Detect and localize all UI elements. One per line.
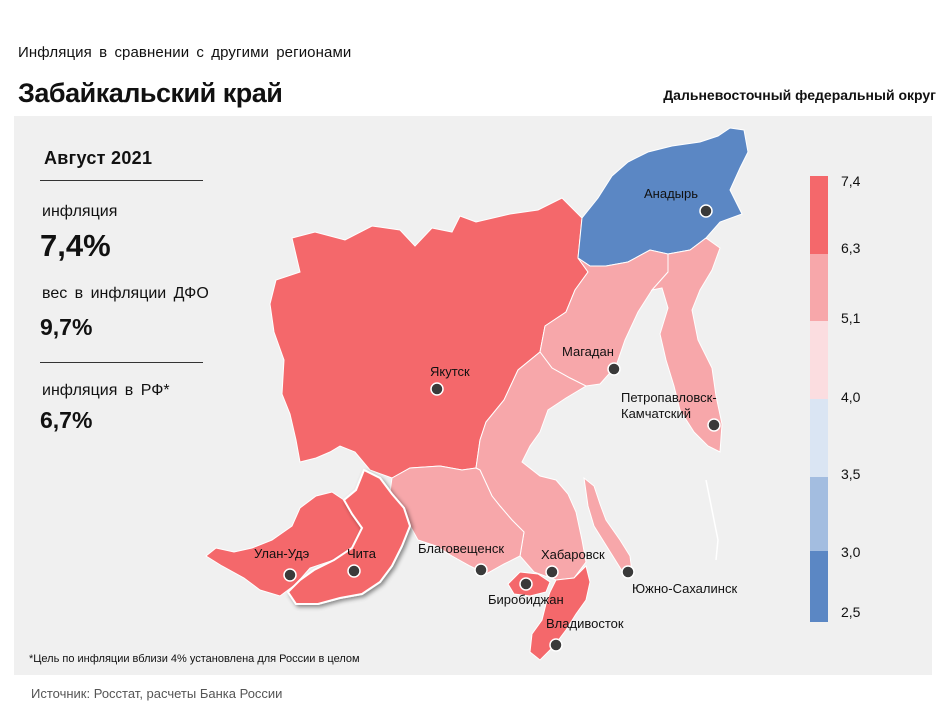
source-note: Источник: Росстат, расчеты Банка России xyxy=(31,686,283,701)
city-dot-vladivostok xyxy=(549,638,563,652)
legend-swatch xyxy=(810,477,828,551)
legend-label: 3,5 xyxy=(841,466,861,482)
legend-swatch xyxy=(810,551,828,622)
city-dot-magadan xyxy=(607,362,621,376)
legend-swatch xyxy=(810,176,828,254)
city-label-blagoveshchensk: Благовещенск xyxy=(418,541,504,556)
city-dot-khabarovsk xyxy=(545,565,559,579)
district-name: Дальневосточный федеральный округ xyxy=(663,87,936,103)
legend-label: 4,0 xyxy=(841,389,861,405)
legend-label: 7,4 xyxy=(841,173,861,189)
city-dot-ulan-ude xyxy=(283,568,297,582)
city-dot-blagoveshchensk xyxy=(474,563,488,577)
divider xyxy=(40,362,203,363)
city-label-vladivostok: Владивосток xyxy=(546,616,624,631)
weight-label: вес в инфляции ДФО xyxy=(42,285,209,302)
city-label-yakutsk: Якутск xyxy=(430,364,470,379)
city-dot-birobidzhan xyxy=(519,577,533,591)
city-label-magadan: Магадан xyxy=(562,344,614,359)
divider xyxy=(40,180,203,181)
legend-label: 6,3 xyxy=(841,240,861,256)
footnote: *Цель по инфляции вблизи 4% установлена … xyxy=(29,653,360,665)
city-label-birobidzhan: Биробиджан xyxy=(488,592,564,607)
city-label-khabarovsk: Хабаровск xyxy=(541,547,605,562)
rf-inflation-value: 6,7% xyxy=(40,407,93,433)
city-label-petropavlovsk-1: Петропавловск- xyxy=(621,390,717,405)
city-dot-petropavlovsk xyxy=(707,418,721,432)
region-khabarovsk[interactable] xyxy=(475,351,588,581)
page-title: Забайкальский край xyxy=(18,78,283,108)
legend-label: 5,1 xyxy=(841,310,861,326)
city-label-anadyr: Анадырь xyxy=(644,186,698,201)
legend-swatch xyxy=(810,254,828,321)
weight-value: 9,7% xyxy=(40,314,93,340)
city-dot-yakutsk xyxy=(430,382,444,396)
period-label: Август 2021 xyxy=(44,148,153,168)
rf-inflation-label: инфляция в РФ* xyxy=(42,382,170,399)
city-label-petropavlovsk-2: Камчатский xyxy=(621,406,691,421)
legend-label: 2,5 xyxy=(841,604,861,620)
city-label-chita: Чита xyxy=(347,546,377,561)
city-dot-yuzhno xyxy=(621,565,635,579)
page-subtitle: Инфляция в сравнении с другими регионами xyxy=(18,44,352,61)
city-label-ulan-ude: Улан-Удэ xyxy=(254,546,310,561)
region-kamchatka[interactable] xyxy=(650,237,723,453)
legend-swatch xyxy=(810,399,828,477)
region-yakutia[interactable] xyxy=(269,197,589,479)
legend-swatch xyxy=(810,321,828,399)
inflation-label: инфляция xyxy=(42,203,118,220)
region-zabaykalsky[interactable] xyxy=(286,468,412,605)
city-dot-chita xyxy=(347,564,361,578)
city-label-yuzhno: Южно-Сахалинск xyxy=(632,581,737,596)
region-amur[interactable] xyxy=(389,465,525,575)
legend-label: 3,0 xyxy=(841,544,861,560)
inflation-value: 7,4% xyxy=(40,228,111,263)
city-dot-anadyr xyxy=(699,204,713,218)
